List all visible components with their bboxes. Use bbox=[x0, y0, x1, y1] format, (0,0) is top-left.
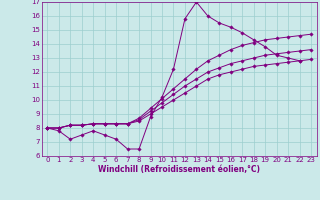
X-axis label: Windchill (Refroidissement éolien,°C): Windchill (Refroidissement éolien,°C) bbox=[98, 165, 260, 174]
